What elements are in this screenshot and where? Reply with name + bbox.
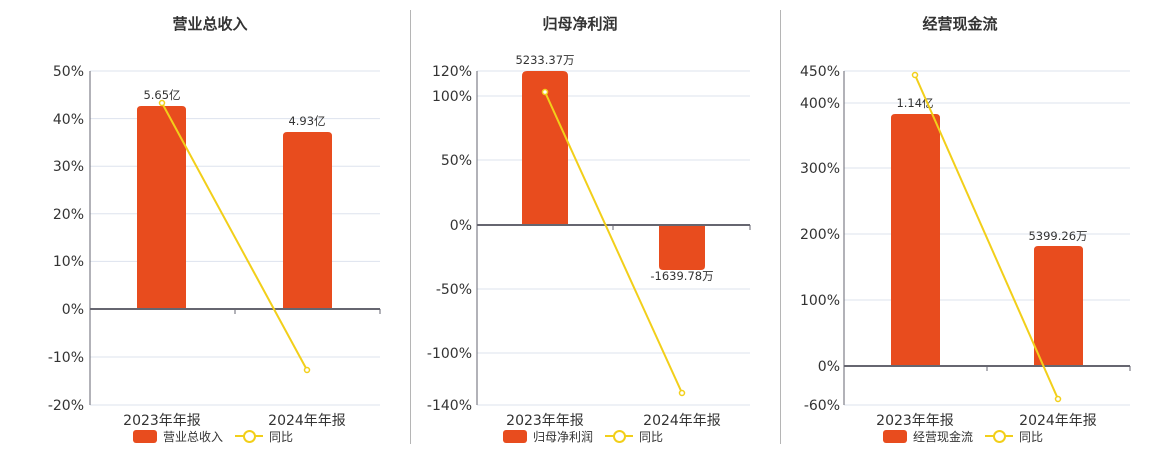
y-tick: 450%: [800, 64, 840, 80]
y-tick: 400%: [800, 96, 840, 112]
panel-divider: [780, 10, 781, 444]
x-label: 2024年年报: [643, 413, 721, 429]
y-tick: 0%: [818, 359, 840, 375]
chart-plot: 120% 100% 50% 0% -50% -100% -140% 5233.3…: [427, 53, 751, 429]
bar-label: 5.65亿: [143, 88, 180, 102]
chart-title: 经营现金流: [922, 15, 998, 33]
legend-bar-label[interactable]: 营业总收入: [163, 429, 224, 444]
legend: 归母净利润 同比: [503, 428, 663, 444]
y-tick: 20%: [53, 207, 84, 223]
y-tick: 40%: [53, 112, 84, 128]
legend-line-label[interactable]: 同比: [269, 429, 294, 444]
y-tick: -60%: [804, 398, 840, 414]
yoy-point[interactable]: [911, 71, 919, 79]
y-tick: -10%: [48, 350, 84, 366]
x-label: 2024年年报: [1019, 413, 1097, 429]
yoy-line: [544, 91, 683, 394]
x-label: 2023年年报: [123, 413, 201, 429]
chart-title: 营业总收入: [172, 15, 248, 33]
yoy-point[interactable]: [158, 99, 166, 107]
legend-line-label[interactable]: 同比: [639, 429, 664, 444]
legend-line-label[interactable]: 同比: [1019, 429, 1044, 444]
panel-divider: [410, 10, 411, 444]
bar-label: 5233.37万: [515, 53, 574, 67]
y-tick: 0%: [62, 302, 84, 318]
y-tick: 200%: [800, 227, 840, 243]
bar-2024[interactable]: [1034, 246, 1083, 366]
bar-2023[interactable]: [522, 71, 568, 225]
x-label: 2024年年报: [268, 413, 346, 429]
legend-line-icon[interactable]: [605, 429, 634, 443]
y-tick: -20%: [48, 398, 84, 414]
chart-title: 归母净利润: [542, 15, 618, 33]
yoy-line: [914, 74, 1059, 400]
x-label: 2023年年报: [876, 413, 954, 429]
bar-2024[interactable]: [659, 225, 705, 270]
yoy-point[interactable]: [303, 366, 311, 374]
legend-line-icon[interactable]: [985, 429, 1014, 443]
legend-bar-swatch[interactable]: [883, 429, 907, 443]
chart-net-profit: 归母净利润 120% 100% 50% 0% -50% -100% -140% …: [427, 15, 751, 444]
bar-label: -1639.78万: [650, 269, 713, 283]
bar-2024[interactable]: [283, 132, 332, 309]
legend-bar-label[interactable]: 经营现金流: [913, 429, 974, 444]
bar-label: 4.93亿: [288, 114, 325, 128]
y-tick: 0%: [450, 218, 472, 234]
legend-bar-swatch[interactable]: [503, 429, 527, 443]
y-tick: -140%: [427, 398, 472, 414]
y-tick: 30%: [53, 159, 84, 175]
y-tick: -50%: [436, 282, 472, 298]
bar-label: 1.14亿: [896, 96, 933, 110]
y-tick: 100%: [432, 89, 472, 105]
legend-bar-swatch[interactable]: [133, 429, 157, 443]
chart-plot: 50% 40% 30% 20% 10% 0% -10% -20% 5.65亿 4…: [48, 64, 381, 429]
chart-revenue: 营业总收入 50% 40% 30% 20% 10% 0% -10% -20%: [0, 0, 400, 450]
legend: 营业总收入 同比: [133, 428, 293, 444]
y-tick: 50%: [441, 153, 472, 169]
bar-2023[interactable]: [891, 114, 940, 366]
y-tick: 300%: [800, 161, 840, 177]
yoy-line: [161, 102, 308, 371]
yoy-point[interactable]: [541, 88, 549, 96]
yoy-point[interactable]: [678, 389, 686, 397]
bar-label: 5399.26万: [1028, 229, 1087, 243]
legend: 经营现金流 同比: [883, 428, 1043, 444]
x-label: 2023年年报: [506, 413, 584, 429]
y-tick: 50%: [53, 64, 84, 80]
y-tick: -100%: [427, 346, 472, 362]
yoy-point[interactable]: [1054, 395, 1062, 403]
bar-2023[interactable]: [137, 106, 186, 309]
legend-line-icon[interactable]: [235, 429, 264, 443]
y-tick: 120%: [432, 64, 472, 80]
y-tick: 100%: [800, 293, 840, 309]
legend-bar-label[interactable]: 归母净利润: [533, 429, 594, 444]
y-tick: 10%: [53, 254, 84, 270]
